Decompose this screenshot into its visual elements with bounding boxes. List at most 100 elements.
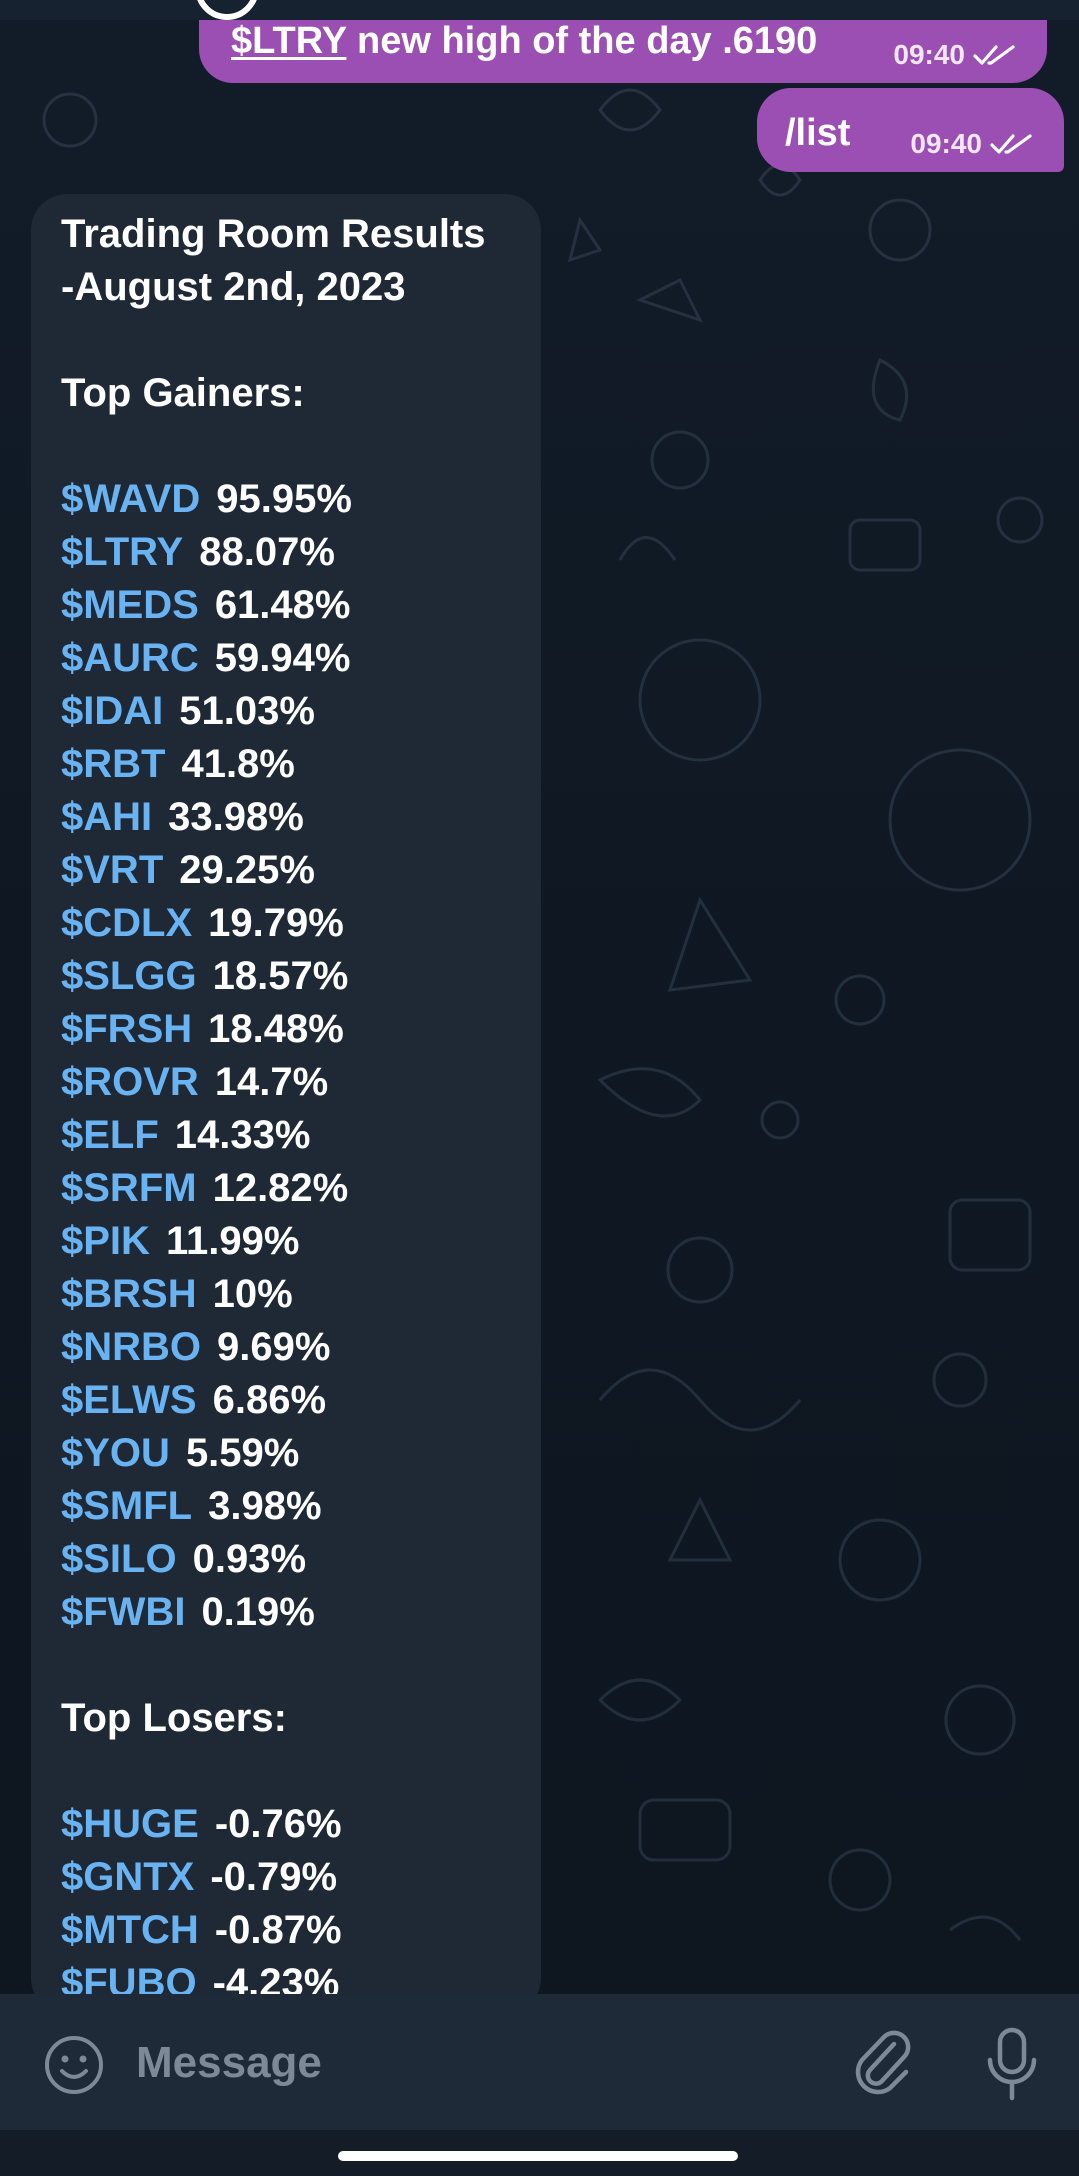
- percent-change: 33.98%: [168, 795, 304, 839]
- cashtag-link[interactable]: $MEDS: [61, 583, 199, 627]
- read-double-check-icon: [973, 45, 1015, 65]
- cashtag-link[interactable]: $ELWS: [61, 1378, 197, 1422]
- percent-change: 41.8%: [181, 742, 295, 786]
- gainer-row: $AHI 33.98%: [61, 791, 511, 844]
- percent-change: -0.87%: [214, 1908, 342, 1952]
- percent-change: -0.76%: [214, 1802, 342, 1846]
- message-text: /list: [785, 112, 851, 154]
- gainer-row: $SLGG 18.57%: [61, 950, 511, 1003]
- percent-change: 14.33%: [174, 1113, 311, 1157]
- cashtag-link[interactable]: $CDLX: [61, 901, 193, 945]
- cashtag-link[interactable]: $SLGG: [61, 954, 197, 998]
- message-input[interactable]: [136, 2028, 816, 2098]
- gainer-row: $FRSH 18.48%: [61, 1003, 511, 1056]
- read-double-check-icon: [990, 134, 1032, 154]
- cashtag-link[interactable]: $RBT: [61, 742, 166, 786]
- percent-change: 6.86%: [212, 1378, 327, 1422]
- gainers-heading: Top Gainers:: [61, 371, 305, 415]
- gainer-row: $SRFM 12.82%: [61, 1162, 511, 1215]
- gainer-row: $VRT 29.25%: [61, 844, 511, 897]
- message-text: $LTRY new high of the day .6190: [231, 18, 817, 64]
- cashtag-link[interactable]: $AHI: [61, 795, 153, 839]
- percent-change: 11.99%: [165, 1219, 300, 1263]
- cashtag-link[interactable]: $YOU: [61, 1431, 170, 1475]
- gainer-row: $ROVR 14.7%: [61, 1056, 511, 1109]
- gainers-list: $WAVD 95.95% $LTRY 88.07% $MEDS 61.48% $AURC 59…: [61, 473, 511, 1639]
- message-meta: 09:40: [893, 39, 1019, 71]
- percent-change: 88.07%: [199, 530, 335, 574]
- cashtag-link[interactable]: $GNTX: [61, 1855, 195, 1899]
- gainer-row: $FWBI 0.19%: [61, 1586, 511, 1639]
- percent-change: 61.48%: [214, 583, 351, 627]
- outgoing-message-bubble[interactable]: /list 09:40: [757, 88, 1064, 172]
- cashtag-link[interactable]: $ELF: [61, 1113, 159, 1157]
- cashtag-link[interactable]: $BRSH: [61, 1272, 197, 1316]
- cashtag-link[interactable]: $WAVD: [61, 477, 201, 521]
- message-composer: [0, 1994, 1079, 2130]
- cashtag-link[interactable]: $IDAI: [61, 689, 164, 733]
- microphone-icon[interactable]: [984, 2026, 1040, 2102]
- top-bar-fragment: [0, 0, 1079, 20]
- cashtag-link[interactable]: $FRSH: [61, 1007, 193, 1051]
- percent-change: 5.59%: [185, 1431, 300, 1475]
- cashtag-link[interactable]: $VRT: [61, 848, 164, 892]
- percent-change: 14.7%: [214, 1060, 329, 1104]
- gainer-row: $BRSH 10%: [61, 1268, 511, 1321]
- loser-row: $MTCH -0.87%: [61, 1904, 511, 1957]
- losers-list: $HUGE -0.76% $GNTX -0.79% $MTCH -0.87% $FUBO -4…: [61, 1798, 511, 2010]
- percent-change: 3.98%: [208, 1484, 322, 1528]
- percent-change: 51.03%: [179, 689, 315, 733]
- cashtag-link[interactable]: $LTRY: [61, 530, 184, 574]
- percent-change: 0.19%: [201, 1590, 315, 1634]
- cashtag-link[interactable]: $SRFM: [61, 1166, 197, 1210]
- cashtag-link[interactable]: $LTRY: [231, 20, 347, 62]
- cashtag-link[interactable]: $MTCH: [61, 1908, 199, 1952]
- gainer-row: $YOU 5.59%: [61, 1427, 511, 1480]
- percent-change: 59.94%: [214, 636, 351, 680]
- loser-row: $HUGE -0.76%: [61, 1798, 511, 1851]
- cashtag-link[interactable]: $NRBO: [61, 1325, 202, 1369]
- gainer-row: $RBT 41.8%: [61, 738, 511, 791]
- message-time: 09:40: [893, 39, 965, 70]
- gainer-row: $LTRY 88.07%: [61, 526, 511, 579]
- message-text-rest: new high of the day .6190: [346, 20, 818, 62]
- cashtag-link[interactable]: $SILO: [61, 1537, 177, 1581]
- percent-change: 18.57%: [212, 954, 349, 998]
- gainer-row: $PIK 11.99%: [61, 1215, 511, 1268]
- gainer-row: $ELWS 6.86%: [61, 1374, 511, 1427]
- gainer-row: $SILO 0.93%: [61, 1533, 511, 1586]
- percent-change: 10%: [212, 1272, 293, 1316]
- gainer-row: $ELF 14.33%: [61, 1109, 511, 1162]
- percent-change: 95.95%: [216, 477, 352, 521]
- loser-row: $GNTX -0.79%: [61, 1851, 511, 1904]
- losers-heading: Top Losers:: [61, 1696, 287, 1740]
- gainer-row: $SMFL 3.98%: [61, 1480, 511, 1533]
- cashtag-link[interactable]: $SMFL: [61, 1484, 193, 1528]
- percent-change: 12.82%: [212, 1166, 349, 1210]
- emoji-icon[interactable]: [43, 2034, 105, 2096]
- message-time: 09:40: [910, 128, 982, 159]
- cashtag-link[interactable]: $HUGE: [61, 1802, 199, 1846]
- cashtag-link[interactable]: $PIK: [61, 1219, 150, 1263]
- gainer-row: $AURC 59.94%: [61, 632, 511, 685]
- percent-change: 9.69%: [217, 1325, 331, 1369]
- message-meta: 09:40: [910, 128, 1036, 160]
- cashtag-link[interactable]: $FWBI: [61, 1590, 186, 1634]
- percent-change: 29.25%: [179, 848, 315, 892]
- paperclip-icon[interactable]: [852, 2030, 914, 2098]
- bottom-safe-area: [0, 2130, 1079, 2176]
- avatar[interactable]: [195, 0, 259, 20]
- cashtag-link[interactable]: $AURC: [61, 636, 199, 680]
- gainer-row: $MEDS 61.48%: [61, 579, 511, 632]
- gainer-row: $IDAI 51.03%: [61, 685, 511, 738]
- percent-change: 19.79%: [208, 901, 344, 945]
- gainer-row: $CDLX 19.79%: [61, 897, 511, 950]
- percent-change: 18.48%: [208, 1007, 344, 1051]
- percent-change: 0.93%: [192, 1537, 307, 1581]
- home-indicator[interactable]: [338, 2151, 738, 2161]
- percent-change: -0.79%: [210, 1855, 338, 1899]
- cashtag-link[interactable]: $ROVR: [61, 1060, 199, 1104]
- incoming-message-bubble[interactable]: Trading Room Results -August 2nd, 2023 T…: [31, 194, 541, 2014]
